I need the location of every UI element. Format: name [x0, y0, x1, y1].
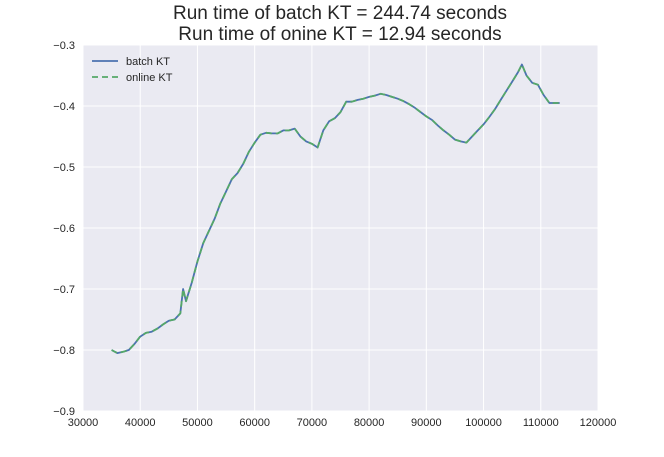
grid [82, 44, 599, 412]
x-tick-label: 50000 [182, 417, 213, 429]
x-tick-label: 80000 [354, 417, 385, 429]
x-tick-label: 90000 [411, 417, 442, 429]
y-tick-label: −0.3 [53, 40, 75, 52]
x-tick-label: 100000 [465, 417, 502, 429]
y-tick-label: −0.8 [53, 345, 75, 357]
legend: batch KT online KT [92, 56, 173, 84]
x-tick-label: 70000 [297, 417, 328, 429]
y-tick-label: −0.7 [53, 284, 75, 296]
legend-label-online-kt: online KT [126, 72, 173, 84]
y-tick-label: −0.5 [53, 162, 75, 174]
chart-title-line-1: Run time of batch KT = 244.74 seconds [173, 3, 507, 24]
series-line-online-kt [111, 63, 560, 355]
legend-label-batch-kt: batch KT [126, 56, 170, 68]
x-tick-label: 120000 [580, 417, 617, 429]
x-tick-label: 30000 [68, 417, 99, 429]
chart-title-line-2: Run time of onine KT = 12.94 seconds [178, 24, 501, 45]
y-tick-label: −0.4 [53, 101, 75, 113]
x-tick-label: 40000 [125, 417, 156, 429]
y-tick-label: −0.9 [53, 406, 75, 418]
x-tick-label: 60000 [239, 417, 270, 429]
y-tick-label: −0.6 [53, 223, 75, 235]
series-lines [111, 63, 560, 355]
x-tick-label: 110000 [523, 417, 559, 429]
tick-labels: 30000 40000 50000 60000 70000 80000 90000 10000… [53, 40, 616, 429]
